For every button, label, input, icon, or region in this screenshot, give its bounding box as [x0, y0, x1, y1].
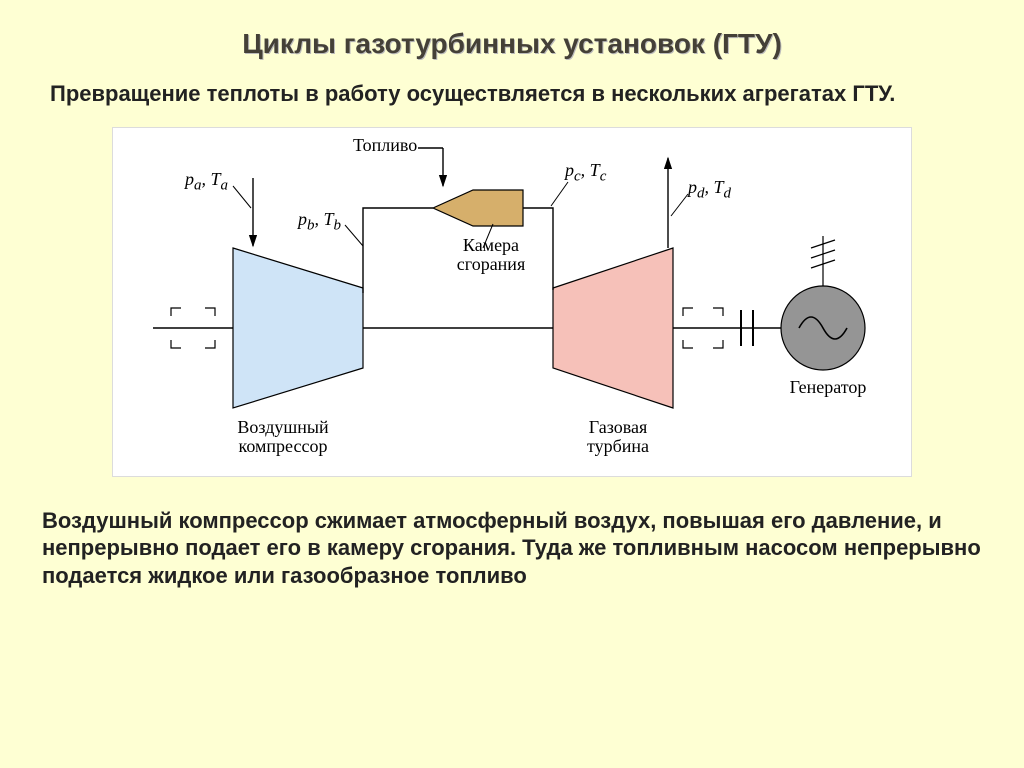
- compressor-shape: [233, 248, 363, 408]
- fuel-label: Топливо: [353, 136, 417, 156]
- page-title: Циклы газотурбинных установок (ГТУ): [0, 0, 1024, 60]
- pd-label: pd, Td: [688, 178, 731, 202]
- pb-label: pb, Tb: [298, 210, 341, 234]
- turbine-shape: [553, 248, 673, 408]
- intro-text: Превращение теплоты в работу осуществляе…: [0, 60, 1024, 119]
- compressor-label: Воздушныйкомпрессор: [223, 418, 343, 458]
- combustion-label: Камерасгорания: [446, 236, 536, 276]
- combustion-shape: [433, 190, 523, 226]
- turbine-label: Газоваятурбина: [568, 418, 668, 458]
- description-text: Воздушный компрессор сжимает атмосферный…: [0, 477, 1024, 600]
- generator-label: Генератор: [778, 378, 878, 398]
- gtu-diagram: Топливо pa, Ta pb, Tb pc, Tc pd, Td Каме…: [112, 127, 912, 477]
- pa-label: pa, Ta: [185, 170, 228, 194]
- pc-label: pc, Tc: [565, 161, 606, 185]
